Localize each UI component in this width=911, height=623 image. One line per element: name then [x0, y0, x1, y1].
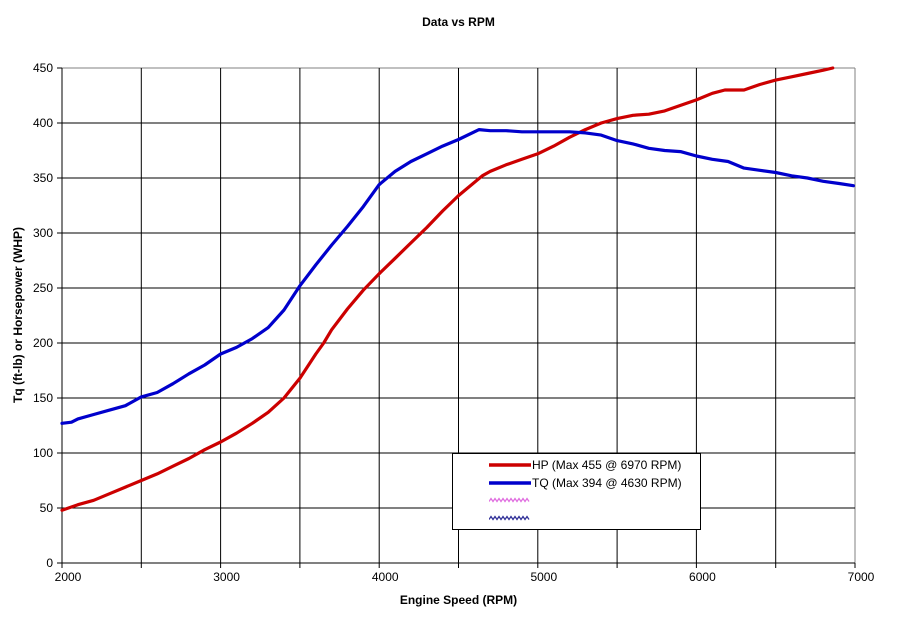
legend-item-tq: TQ (Max 394 @ 4630 RPM)	[489, 474, 700, 491]
legend-swatch-tq	[489, 480, 531, 485]
legend-item-extra-magenta	[489, 492, 700, 509]
legend-item-hp: HP (Max 455 @ 6970 RPM)	[489, 456, 700, 473]
y-tick-label: 50	[40, 501, 54, 515]
legend-label: TQ (Max 394 @ 4630 RPM)	[532, 475, 682, 490]
y-tick-label: 200	[33, 336, 53, 350]
y-tick-label: 300	[33, 226, 53, 240]
legend: HP (Max 455 @ 6970 RPM) TQ (Max 394 @ 463…	[452, 453, 701, 530]
x-tick-label: 5000	[530, 570, 557, 584]
legend-swatch-hp	[489, 463, 531, 467]
legend-swatch-extra-navy	[489, 515, 530, 521]
y-axis-title: Tq (ft-lb) or Horsepower (WHP)	[11, 227, 25, 403]
y-tick-label: 350	[33, 171, 53, 185]
x-tick-label: 4000	[372, 570, 399, 584]
y-tick-label: 450	[33, 61, 53, 75]
x-tick-label: 7000	[848, 570, 875, 584]
chart-title: Data vs RPM	[422, 15, 495, 29]
tq-curve	[60, 128, 856, 425]
hp-curve	[60, 66, 835, 512]
y-tick-label: 400	[33, 116, 53, 130]
legend-item-extra-navy	[489, 510, 700, 527]
legend-label: HP (Max 455 @ 6970 RPM)	[532, 457, 682, 472]
y-tick-label: 100	[33, 446, 53, 460]
y-tick-label: 250	[33, 281, 53, 295]
legend-swatch-extra-magenta	[489, 497, 530, 504]
x-tick-label: 2000	[55, 570, 82, 584]
y-tick-label: 150	[33, 391, 53, 405]
y-tick-label: 0	[46, 556, 53, 570]
x-tick-label: 3000	[213, 570, 240, 584]
x-tick-label: 6000	[689, 570, 716, 584]
x-axis-title: Engine Speed (RPM)	[399, 593, 518, 607]
